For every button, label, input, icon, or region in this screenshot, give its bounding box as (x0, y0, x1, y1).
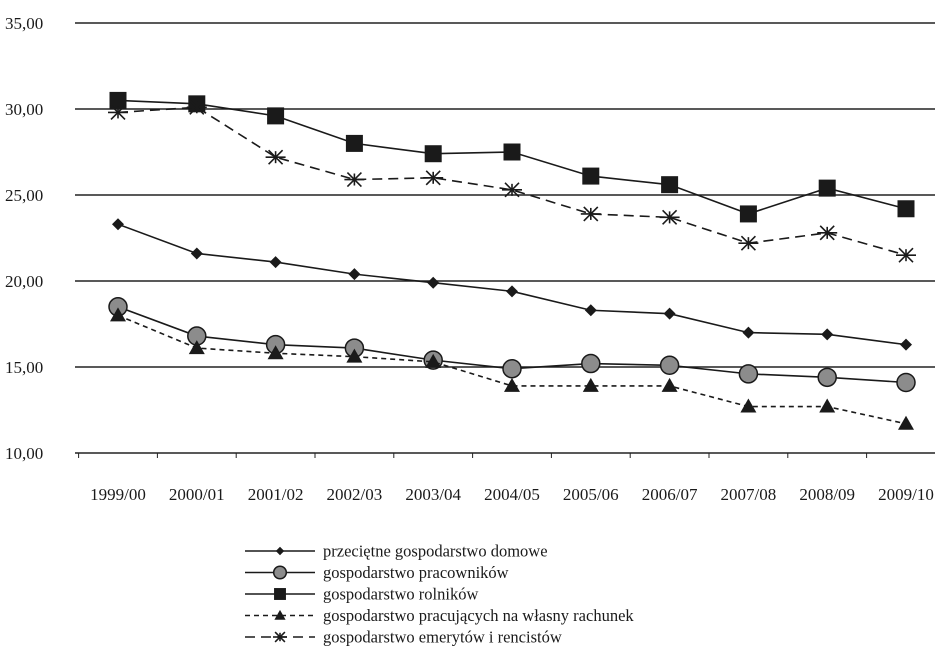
x-tick-label: 2000/01 (169, 485, 225, 504)
legend-label: gospodarstwo emerytów i rencistów (323, 628, 562, 647)
data-point (817, 225, 838, 241)
data-point (659, 209, 680, 225)
data-point (738, 235, 759, 251)
data-point (503, 143, 521, 161)
data-point (344, 171, 365, 188)
legend-label: gospodarstwo pracujących na własny rachu… (323, 606, 634, 625)
series-5 (108, 99, 916, 263)
data-point (265, 149, 286, 165)
data-point (502, 182, 522, 198)
data-point (659, 355, 680, 376)
legend-item: przeciętne gospodarstwo domowe (245, 542, 548, 561)
data-point (423, 170, 444, 186)
gridlines (75, 22, 935, 368)
data-point (190, 247, 203, 260)
data-point (663, 307, 676, 320)
legend-marker (273, 631, 287, 643)
data-point (424, 145, 442, 163)
data-point (896, 247, 916, 263)
data-point (506, 285, 518, 298)
data-point (582, 377, 599, 392)
data-point (819, 398, 836, 413)
data-point (898, 415, 914, 430)
data-point (345, 134, 363, 152)
legend-marker (274, 588, 286, 600)
data-point (109, 91, 127, 109)
x-tick-label: 2008/09 (799, 485, 855, 504)
legend-item: gospodarstwo emerytów i rencistów (245, 628, 562, 647)
x-tick-label: 2002/03 (327, 485, 383, 504)
data-point (821, 328, 834, 341)
data-point (900, 338, 912, 351)
data-point (582, 167, 600, 185)
y-tick-label: 25,00 (5, 186, 43, 205)
data-point (112, 218, 124, 231)
data-point (188, 340, 205, 355)
data-point (269, 256, 282, 269)
legend-label: gospodarstwo rolników (323, 585, 478, 604)
x-axis: 1999/00 2000/01 2001/02 2002/03 2003/04 2004/… (75, 452, 935, 504)
legend-label: gospodarstwo pracowników (323, 563, 509, 582)
x-tick-label: 2005/06 (563, 485, 619, 504)
data-point (661, 377, 678, 392)
legend-item: gospodarstwo pracowników (245, 563, 509, 582)
data-point (504, 377, 520, 392)
data-point (817, 367, 837, 388)
x-tick-label: 2006/07 (642, 485, 698, 504)
series-1 (112, 218, 912, 351)
legend-marker (275, 546, 285, 556)
legend-marker (272, 565, 288, 580)
data-point (427, 276, 440, 289)
x-tick-label: 2009/10 (878, 485, 934, 504)
x-tick-label: 2004/05 (484, 485, 540, 504)
data-point (896, 372, 916, 393)
data-point (740, 398, 757, 413)
series-2 (108, 297, 916, 393)
data-point (110, 307, 126, 322)
data-point (818, 179, 836, 197)
data-point (267, 345, 284, 360)
data-point (425, 353, 442, 368)
data-point (738, 364, 759, 384)
legend-item: gospodarstwo pracujących na własny rachu… (245, 606, 634, 625)
series-4 (110, 307, 914, 430)
data-point (661, 176, 679, 194)
data-point (580, 206, 601, 222)
y-tick-label: 15,00 (5, 358, 43, 377)
y-axis: 10,00 15,00 20,00 25,00 30,00 35,00 (5, 14, 43, 463)
x-tick-label: 1999/00 (90, 485, 146, 504)
y-tick-label: 10,00 (5, 444, 43, 463)
data-point (584, 304, 597, 317)
data-point (346, 348, 363, 363)
data-point (348, 268, 361, 281)
legend-marker (274, 609, 286, 620)
data-point (267, 107, 285, 125)
legend: przeciętne gospodarstwo domowe gospodarst… (245, 542, 634, 647)
x-tick-label: 2007/08 (721, 485, 777, 504)
y-tick-label: 35,00 (5, 14, 43, 33)
legend-label: przeciętne gospodarstwo domowe (323, 542, 548, 561)
y-tick-label: 20,00 (5, 272, 43, 291)
data-point (502, 358, 522, 379)
data-point (742, 326, 755, 339)
data-point (108, 104, 128, 121)
series-3 (109, 91, 915, 223)
series-group (108, 91, 916, 430)
x-tick-label: 2003/04 (405, 485, 461, 504)
y-tick-label: 30,00 (5, 100, 43, 119)
series-line (117, 314, 907, 425)
x-tick-label: 2001/02 (248, 485, 304, 504)
data-point (581, 353, 601, 374)
data-point (897, 200, 915, 218)
legend-item: gospodarstwo rolników (245, 585, 478, 604)
data-point (186, 99, 207, 115)
data-point (739, 205, 757, 223)
